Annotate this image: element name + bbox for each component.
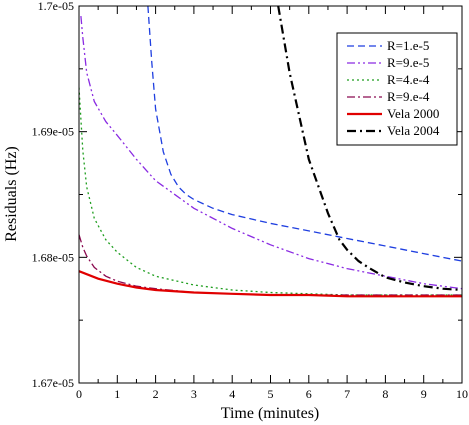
x-tick-label: 1 bbox=[114, 387, 120, 401]
x-axis-label: Time (minutes) bbox=[221, 405, 320, 422]
legend-label: R=9.e-5 bbox=[387, 55, 429, 70]
legend-label: R=9.e-4 bbox=[387, 89, 430, 104]
x-tick-label: 8 bbox=[382, 387, 388, 401]
legend-label: Vela 2004 bbox=[387, 123, 440, 138]
series-line-4 bbox=[79, 234, 462, 296]
legend-label: R=1.e-5 bbox=[387, 38, 429, 53]
x-tick-label: 10 bbox=[456, 387, 468, 401]
y-axis-label: Residuals (Hz) bbox=[3, 146, 20, 242]
legend-box bbox=[336, 32, 458, 146]
series-layer bbox=[79, 6, 462, 298]
legend-label: R=4.e-4 bbox=[387, 72, 430, 87]
legend-label: Vela 2000 bbox=[387, 106, 439, 121]
series-line-1 bbox=[147, 6, 462, 262]
axis-ticks: 0 1 2 3 4 5 6 7 8 9 10 1.67e-05 1.68e-05 1.69e-05 1.7e… bbox=[32, 0, 468, 401]
series-line-5 bbox=[79, 270, 462, 298]
x-tick-label: 2 bbox=[153, 387, 159, 401]
y-tick-label: 1.69e-05 bbox=[32, 125, 74, 139]
series-line-2 bbox=[80, 16, 462, 290]
x-tick-label: 5 bbox=[268, 387, 274, 401]
y-tick-label: 1.7e-05 bbox=[38, 0, 74, 13]
y-tick-label: 1.67e-05 bbox=[32, 376, 74, 390]
x-tick-label: 4 bbox=[229, 387, 235, 401]
x-tick-label: 7 bbox=[344, 387, 350, 401]
y-tick-label: 1.68e-05 bbox=[32, 250, 74, 264]
series-line-6 bbox=[277, 6, 462, 292]
x-tick-label: 9 bbox=[421, 387, 427, 401]
series-line-3 bbox=[79, 87, 462, 296]
x-tick-label: 3 bbox=[191, 387, 197, 401]
x-tick-label: 0 bbox=[76, 387, 82, 401]
x-tick-label: 6 bbox=[306, 387, 312, 401]
legend: R=1.e-5 R=9.e-5 R=4.e-4 R=9.e-4 Vela 2000 Vel… bbox=[336, 32, 458, 146]
